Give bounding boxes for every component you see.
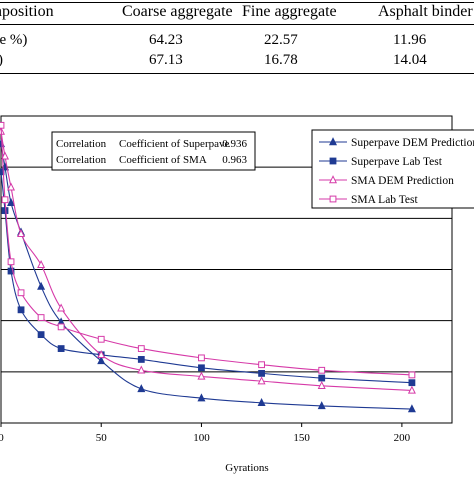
annotation-value-superpave: 0.936 [222,138,247,150]
legend-item: SMA Lab Test [319,194,419,206]
x-axis-label: Gyrations [225,462,268,474]
data-point [37,260,46,269]
data-point [1,207,9,214]
series-line [0,125,412,376]
legend-marker [328,137,338,146]
legend-box [311,129,474,209]
series-3 [0,121,416,379]
legend-marker [329,157,337,165]
table-row2-coarse: 67.13 [149,52,183,68]
data-point [57,323,65,331]
data-point [318,374,326,382]
annotation-label-superpave: Correlation [56,138,107,150]
data-point [257,376,266,385]
data-point [137,356,145,363]
legend-item: Superpave Lab Test [319,156,443,168]
data-point [258,361,265,369]
annotation-label-sma: Correlation [56,154,107,166]
table-row2-label: ) [0,52,3,69]
legend-marker [328,175,338,184]
data-point [17,289,25,297]
data-point [37,331,45,339]
table-header-composition: nposition [0,3,54,20]
legend-label: Superpave Lab Test [351,156,443,168]
annotation-box [51,131,256,171]
table-top-rule [0,2,474,3]
data-point [137,384,146,393]
data-point [197,371,206,380]
series-layer [0,121,416,413]
chart: 0 50 100 150 200 Gyrations Correlation Coeff… [0,90,474,474]
data-point [97,335,105,343]
data-point [17,306,25,314]
data-point [97,356,106,365]
legend: Superpave DEM Prediction Superpave Lab Te… [311,129,474,209]
legend-items: Superpave DEM Prediction Superpave Lab Te… [319,137,474,206]
data-point [317,380,326,389]
x-tick-label: 0 [0,432,4,444]
table-bottom-rule [0,73,474,74]
table-header-coarse-aggregate: Coarse aggregate [122,3,233,20]
data-point [57,345,65,352]
table-header-rule [0,24,474,25]
legend-marker [329,195,337,203]
correlation-annotation: Correlation Coefficient of Superpave 0.9… [51,131,256,171]
data-point [198,354,205,362]
legend-item: Superpave DEM Prediction [319,137,474,149]
data-point [408,379,416,387]
series-2 [0,126,416,394]
table-row2-binder: 14.04 [393,52,427,68]
data-point [408,371,416,379]
annotation-text-superpave: Coefficient of Superpave [119,138,229,150]
table-header-asphalt-binder: Asphalt binder [378,3,473,20]
composition-table: nposition Coarse aggregate Fine aggregat… [0,0,474,90]
data-point [258,369,265,377]
data-point [0,151,10,160]
x-ticks: 0 50 100 150 200 [0,423,411,444]
data-point [407,404,416,413]
data-point [1,196,9,204]
annotation-value-sma: 0.963 [222,154,247,166]
data-point [257,398,266,407]
series-1 [0,168,416,387]
data-point [137,345,145,352]
table-row2-fine: 16.78 [264,52,298,68]
data-point [407,385,416,394]
data-point [197,393,206,402]
table-header-fine-aggregate: Fine aggregate [242,3,337,20]
data-point [137,365,146,374]
x-tick-label: 200 [394,432,411,444]
data-point [7,198,16,207]
data-point [97,349,106,358]
table-row1-label: ne %) [0,32,28,48]
data-point [37,281,46,290]
x-tick-label: 150 [293,432,310,444]
data-point [37,314,45,321]
data-point [7,258,15,266]
data-point [57,303,66,312]
legend-item: SMA DEM Prediction [319,175,454,187]
plot-frame [0,115,453,424]
data-point [318,366,326,374]
table-row1-coarse: 64.23 [149,32,183,48]
legend-label: SMA Lab Test [351,194,419,206]
x-tick-label: 50 [96,432,108,444]
legend-label: Superpave DEM Prediction [351,137,474,149]
data-point [0,121,5,129]
data-point [17,229,26,238]
x-tick-label: 100 [193,432,210,444]
table-row1-binder: 11.96 [393,32,427,48]
data-point [7,267,15,275]
data-point [317,401,326,410]
annotation-text-sma: Coefficient of SMA [119,154,207,166]
data-point [7,182,16,191]
data-point [0,168,5,176]
table-row1-fine: 22.57 [264,32,298,48]
chart-svg: 0 50 100 150 200 Gyrations Correlation Coeff… [0,115,474,474]
data-point [198,364,205,372]
legend-label: SMA DEM Prediction [351,175,454,187]
